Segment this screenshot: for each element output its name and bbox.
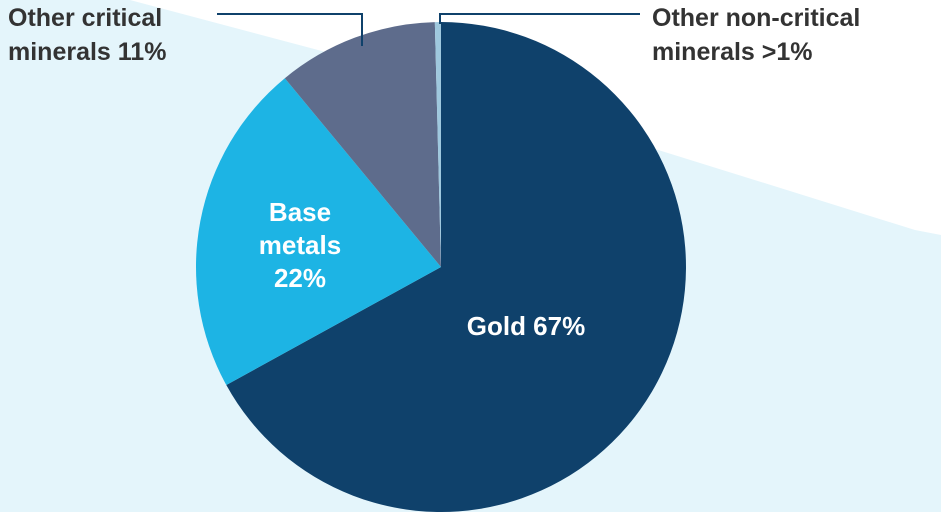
- pie-slices: [195, 22, 686, 512]
- leader-line-other-non-critical-minerals: [439, 13, 640, 24]
- slice-label-other-critical-minerals: Other critical minerals 11%: [8, 4, 166, 66]
- slice-label-other-non-critical-minerals: Other non-critical minerals >1%: [652, 4, 860, 66]
- slice-label-line: metals: [259, 230, 341, 260]
- pie-slice-gold: [226, 22, 686, 512]
- callout-leader-lines: [217, 13, 640, 46]
- pie-slice-other-critical-minerals: [284, 22, 441, 267]
- slice-label-line: Base: [269, 197, 331, 227]
- slice-labels: Gold 67% Base metals 22% Other critical miner…: [8, 4, 860, 341]
- slice-label-gold: Gold 67%: [467, 311, 585, 341]
- slice-label-line: minerals >1%: [652, 38, 813, 66]
- leader-line-other-critical-minerals: [217, 13, 363, 46]
- slice-label-line: Other non-critical: [652, 4, 860, 32]
- slice-label-base-metals: Base metals 22%: [259, 197, 341, 293]
- pie-slice-other-non-critical-minerals: [434, 22, 441, 267]
- slice-label-line: 22%: [274, 263, 326, 293]
- slice-label-line: Gold 67%: [467, 311, 585, 341]
- slice-label-line: Other critical: [8, 4, 162, 32]
- slice-label-line: minerals 11%: [8, 38, 166, 66]
- pie-slice-base-metals: [195, 78, 441, 386]
